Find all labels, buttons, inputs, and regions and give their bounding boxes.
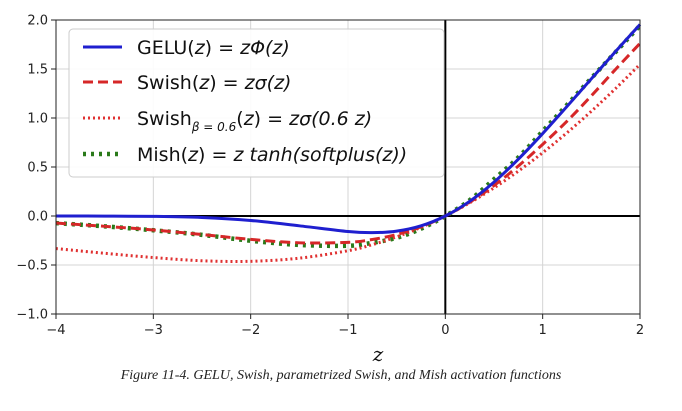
series-layer: [55, 23, 642, 263]
legend-label-mish: Mish(z) = z tanh(softplus(z)): [137, 144, 407, 166]
figure-caption: Figure 11-4. GELU, Swish, parametrized S…: [120, 368, 562, 383]
series-line-gelu: [55, 23, 642, 235]
legend-label-gelu: GELU(z) = zΦ(z): [137, 37, 290, 59]
x-tick-label-1: −3: [144, 323, 163, 338]
y-tick-label-6: 2.0: [27, 14, 48, 29]
y-tick-label-2: 0.0: [27, 210, 48, 225]
legend-box: [68, 28, 445, 178]
ticks: −4 −3 −2 −1 0 1 2 −1.0 −0.5 0.0 0.5 1.0 1.5 2.0: [16, 14, 644, 339]
x-tick-label-4: 0: [441, 323, 449, 338]
x-axis-label: z: [372, 342, 384, 366]
x-tick-label-6: 2: [636, 323, 644, 338]
legend-label-swish-beta: Swishβ = 0.6(z) = zσ(0.6 z): [137, 108, 372, 134]
x-tick-label-0: −4: [46, 323, 65, 338]
x-tick-label-3: −1: [338, 323, 357, 338]
y-tick-label-1: −0.5: [16, 259, 48, 274]
y-tick-label-4: 1.0: [27, 112, 48, 127]
legend: GELU(z) = zΦ(z) Swish(z) = zσ(z) Swishβ …: [68, 28, 445, 178]
legend-label-swish: Swish(z) = zσ(z): [137, 72, 291, 94]
series-line-swish-0-6: [55, 63, 642, 263]
y-tick-label-0: −1.0: [16, 308, 48, 323]
x-tick-label-5: 1: [539, 323, 547, 338]
x-tick-label-2: −2: [241, 323, 260, 338]
y-tick-label-3: 0.5: [27, 161, 48, 176]
y-tick-label-5: 1.5: [27, 63, 48, 78]
activation-chart: −4 −3 −2 −1 0 1 2 −1.0 −0.5 0.0 0.5 1.0 1.5 2.0 z GEL…: [16, 14, 644, 367]
